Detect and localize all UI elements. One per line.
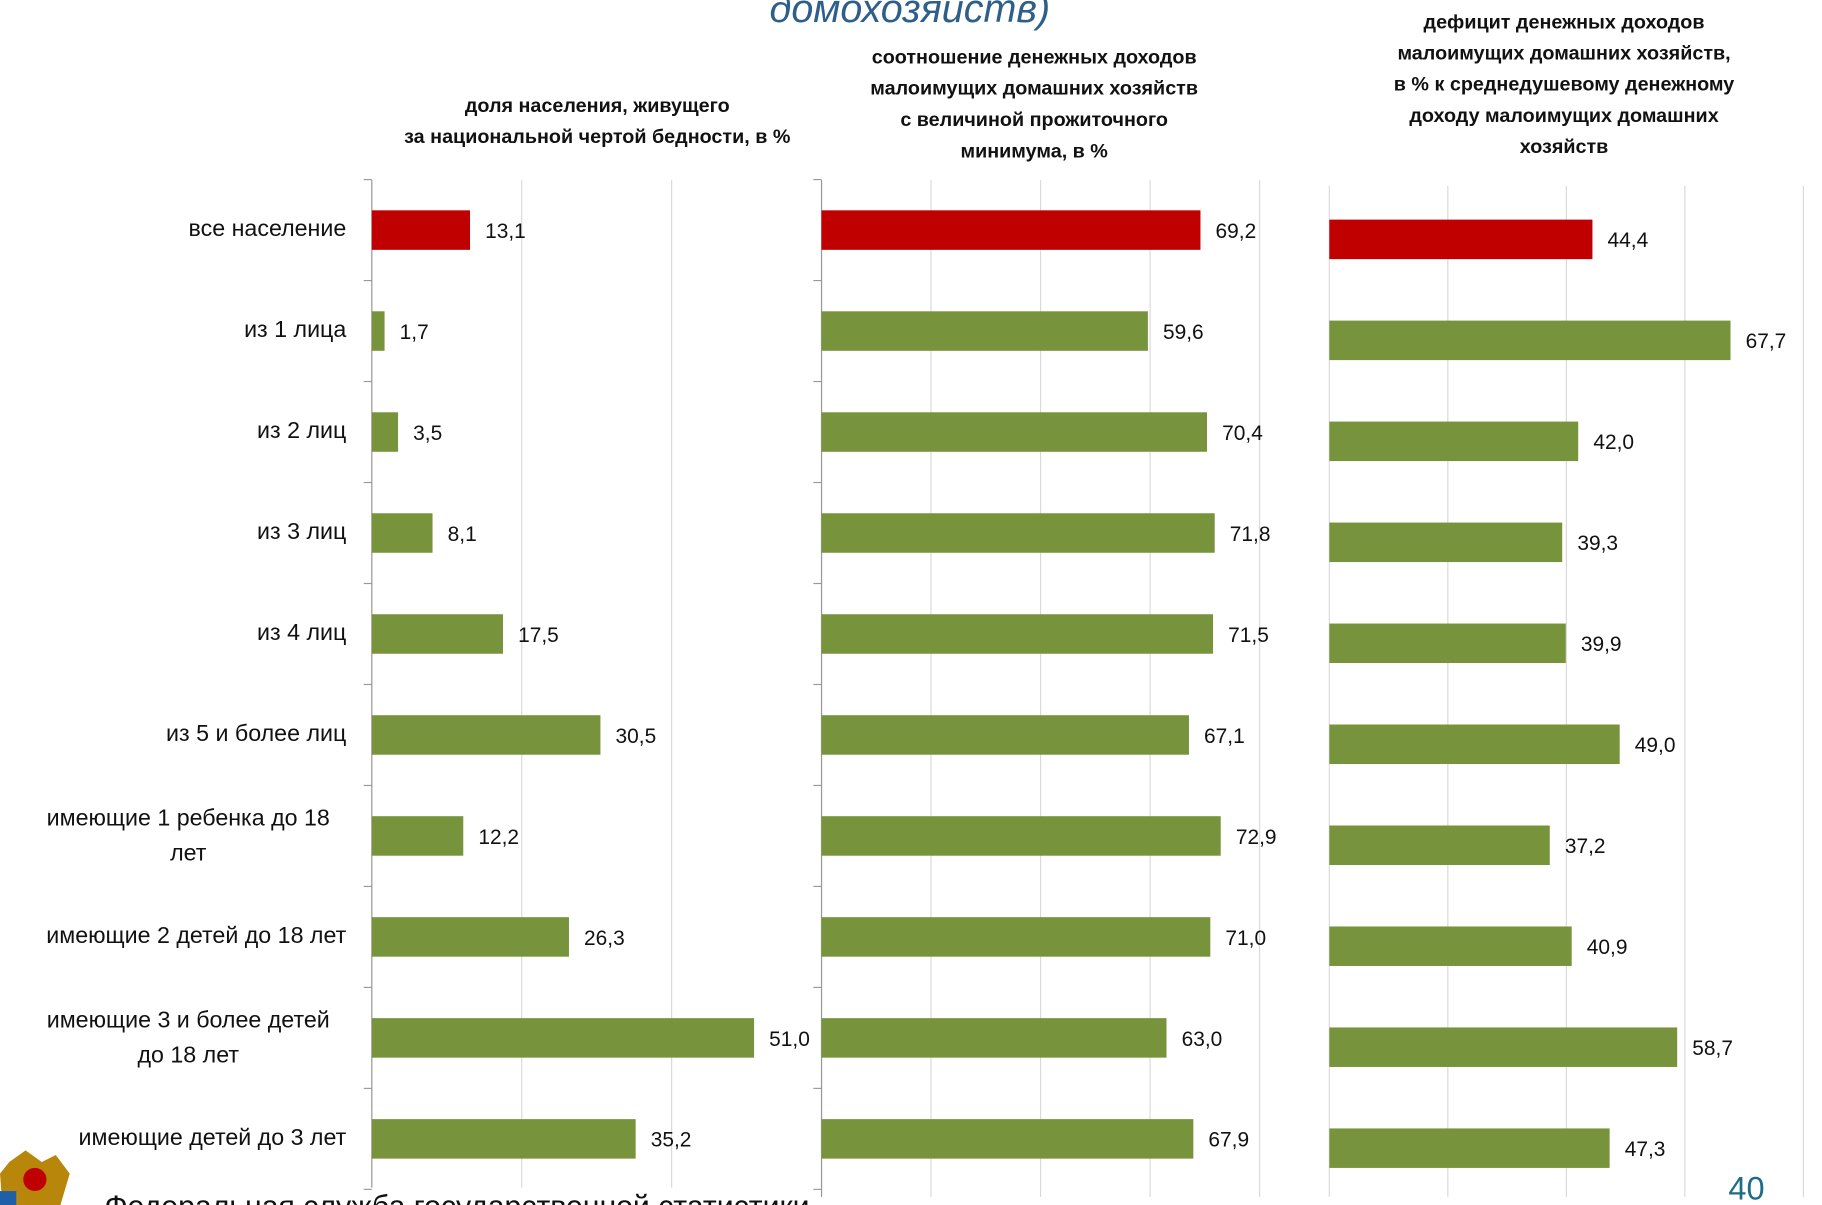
- bar: [1329, 926, 1572, 966]
- category-label: из 4 лиц: [257, 619, 346, 645]
- category-label: имеющие 2 детей до 18 лет: [46, 922, 346, 948]
- value-label: 42,0: [1593, 431, 1634, 454]
- bar: [1329, 724, 1620, 765]
- bar: [371, 311, 385, 351]
- bar: [1329, 1128, 1610, 1168]
- value-label: 71,5: [1228, 624, 1269, 647]
- bar: [371, 715, 601, 755]
- value-label: 26,3: [584, 927, 625, 950]
- value-label: 70,4: [1222, 422, 1263, 445]
- value-label: 69,2: [1216, 220, 1257, 243]
- header-fragment: домохозяйств): [770, 0, 1051, 31]
- value-label: 17,5: [518, 624, 559, 647]
- category-label: из 5 и более лиц: [166, 720, 346, 746]
- bar: [821, 513, 1215, 553]
- category-label: из 3 лиц: [257, 518, 346, 544]
- bar: [371, 1119, 636, 1159]
- bar: [1329, 320, 1731, 361]
- bar: [1329, 522, 1563, 563]
- value-label: 71,0: [1225, 927, 1266, 950]
- bar: [371, 412, 399, 452]
- value-label: 71,8: [1230, 523, 1271, 546]
- value-label: 72,9: [1236, 826, 1277, 849]
- bar: [821, 715, 1189, 755]
- value-label: 3,5: [413, 422, 442, 445]
- bar: [821, 210, 1201, 250]
- value-label: 39,3: [1577, 532, 1618, 555]
- value-label: 67,1: [1204, 725, 1245, 748]
- category-label: из 1 лица: [244, 316, 346, 342]
- bar: [821, 1018, 1167, 1058]
- bar: [821, 1119, 1194, 1159]
- bar: [1329, 219, 1593, 260]
- emblem: [0, 1150, 70, 1205]
- bar: [821, 917, 1211, 957]
- bar: [1329, 421, 1579, 462]
- value-label: 12,2: [478, 826, 519, 849]
- value-label: 39,9: [1581, 633, 1622, 656]
- value-label: 30,5: [616, 725, 657, 748]
- value-label: 40,9: [1587, 936, 1628, 959]
- category-label: все население: [189, 215, 347, 241]
- bar: [371, 614, 503, 654]
- bar: [1329, 1027, 1678, 1067]
- value-label: 63,0: [1182, 1028, 1223, 1051]
- chart-title: малоимущих домашних хозяйств,: [1397, 43, 1730, 65]
- chart-title: за национальной чертой бедности, в %: [404, 126, 791, 148]
- chart-title: соотношение денежных доходов: [872, 46, 1197, 68]
- value-label: 47,3: [1625, 1138, 1666, 1161]
- bar: [371, 1018, 755, 1058]
- value-label: 1,7: [400, 321, 429, 344]
- value-label: 13,1: [485, 220, 526, 243]
- bar: [1329, 825, 1550, 865]
- value-label: 67,7: [1746, 330, 1787, 353]
- chart-title: дефицит денежных доходов: [1424, 11, 1705, 33]
- chart-title: в % к среднедушевому денежному: [1394, 74, 1734, 96]
- value-label: 67,9: [1208, 1129, 1249, 1152]
- chart-title: доходу малоимущих домашних: [1409, 105, 1718, 127]
- category-label: имеющие детей до 3 лет: [79, 1124, 347, 1150]
- bar: [1329, 623, 1566, 664]
- footer: Федеральная служба государственной стати…: [105, 1190, 810, 1205]
- bar: [371, 210, 471, 250]
- page-number: 40: [1728, 1171, 1764, 1205]
- bar: [821, 311, 1148, 351]
- value-label: 59,6: [1163, 321, 1204, 344]
- category-label: имеющие 3 и более детей до 18 лет: [47, 1007, 330, 1068]
- value-label: 35,2: [651, 1129, 692, 1152]
- bar: [821, 614, 1214, 654]
- chart-title: минимума, в %: [960, 140, 1108, 162]
- chart-title: с величиной прожиточного: [900, 109, 1168, 131]
- value-label: 49,0: [1635, 734, 1676, 757]
- bar: [371, 513, 433, 553]
- bar: [821, 412, 1208, 452]
- value-label: 44,4: [1608, 229, 1649, 252]
- category-label: имеющие 1 ребенка до 18 лет: [47, 805, 330, 866]
- chart-title: доля населения, живущего: [465, 95, 730, 117]
- value-label: 37,2: [1565, 835, 1606, 858]
- chart-title: малоимущих домашних хозяйств: [870, 78, 1198, 100]
- value-label: 51,0: [769, 1028, 810, 1051]
- chart-title: хозяйств: [1520, 136, 1609, 158]
- category-label: из 2 лиц: [257, 417, 346, 443]
- bar: [371, 816, 464, 856]
- bar: [371, 917, 569, 957]
- value-label: 58,7: [1692, 1037, 1733, 1060]
- bar: [821, 816, 1221, 856]
- value-label: 8,1: [448, 523, 477, 546]
